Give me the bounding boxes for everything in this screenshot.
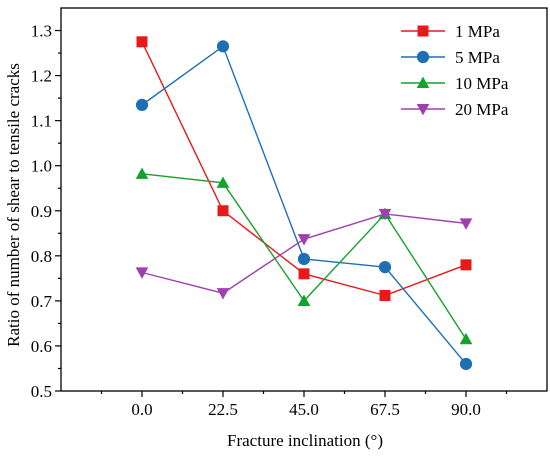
y-axis-title: Ratio of number of shear to tensile crac… [4,63,23,347]
y-tick-label: 1.3 [31,22,52,41]
data-point [216,40,230,53]
data-point [460,259,472,271]
data-point [379,289,391,301]
y-tick-label: 0.6 [31,337,52,356]
legend-marker [416,103,430,116]
y-tick-label: 0.7 [31,292,53,311]
series-20-mpa [135,208,473,300]
data-point [136,36,148,48]
data-point [216,288,230,300]
legend-label: 20 MPa [455,100,509,119]
legend-marker [416,76,430,89]
x-tick-label: 22.5 [208,400,238,419]
legend-label: 1 MPa [455,22,500,41]
series-5-mpa [135,40,473,371]
data-point [216,176,230,188]
y-tick-label: 0.8 [31,247,52,266]
data-point [135,98,149,111]
legend-label: 10 MPa [455,74,509,93]
series-10-mpa [135,167,473,345]
y-tick-label: 1.2 [31,67,52,86]
data-point [378,208,392,221]
data-point [459,357,473,371]
series-line [141,45,467,365]
data-point [217,205,229,217]
series-1-mpa [136,36,472,301]
data-point [459,332,473,345]
y-tick-label: 1.1 [31,112,52,131]
data-point [297,252,311,266]
x-tick-label: 90.0 [451,400,481,419]
data-point [459,218,473,230]
axes: 0.5 0.6 0.7 0.8 0.9 1.0 1.1 1.2 1.3 0.0 22.5 45.0 67… [31,7,548,419]
y-tick-label: 0.5 [31,382,52,401]
legend-marker [416,50,430,64]
data-point [378,260,392,274]
series-layer [135,36,473,371]
data-point [297,294,311,306]
legend-marker [417,25,429,37]
x-tick-label: 0.0 [131,400,152,419]
x-tick-label: 67.5 [370,400,400,419]
y-tick-label: 0.9 [31,202,52,221]
data-point [135,167,149,179]
data-point [135,267,149,279]
legend: 1 MPa 5 MPa 10 MPa 20 MPa [401,22,509,119]
y-tick-label: 1.0 [31,157,52,176]
data-point [297,234,311,246]
legend-label: 5 MPa [455,48,500,67]
x-tick-label: 45.0 [289,400,319,419]
data-point [298,268,310,280]
x-axis-title: Fracture inclination (°) [227,431,383,450]
